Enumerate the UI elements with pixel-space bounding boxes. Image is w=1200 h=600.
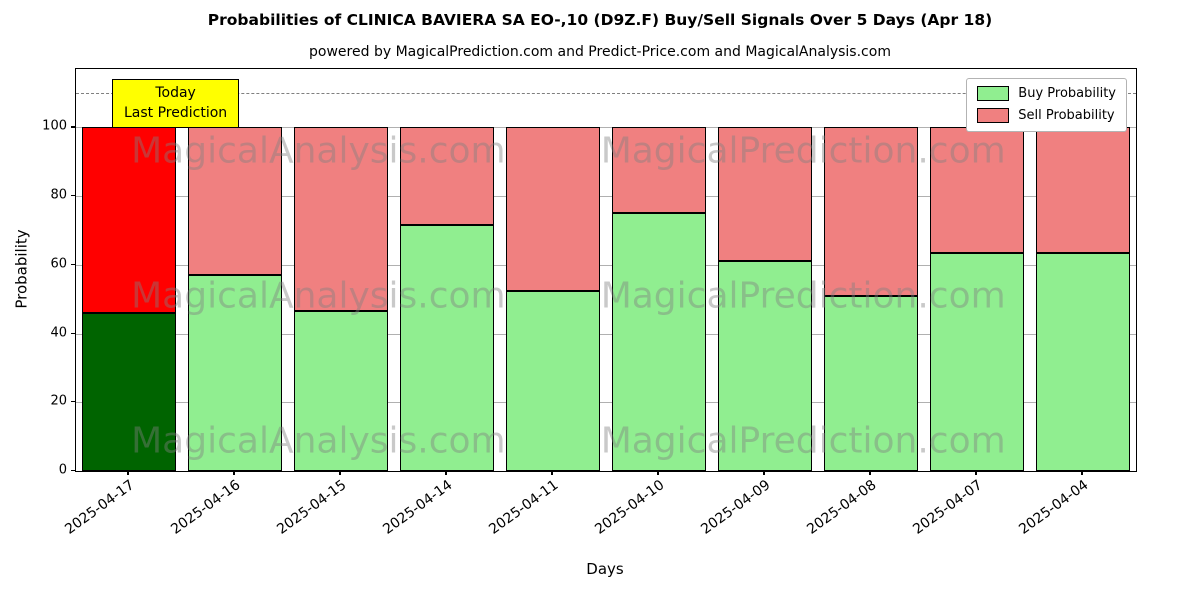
watermark-text: MagicalAnalysis.com bbox=[131, 275, 506, 317]
legend-swatch-sell-icon bbox=[977, 108, 1010, 123]
bar-segment-sell bbox=[717, 127, 813, 262]
bar-segment-sell bbox=[399, 127, 495, 226]
chart-subtitle: powered by MagicalPrediction.com and Pre… bbox=[309, 44, 891, 60]
gridline bbox=[76, 402, 1136, 404]
bar-segment-buy bbox=[717, 261, 813, 471]
threshold-dashed-line bbox=[76, 93, 1136, 95]
bar-segment-buy bbox=[293, 311, 389, 471]
bar-segment-sell bbox=[293, 127, 389, 312]
legend-swatch-buy-icon bbox=[977, 86, 1010, 101]
bar-segment-buy bbox=[823, 295, 919, 471]
y-tick-mark bbox=[71, 126, 75, 128]
watermark-text: MagicalPrediction.com bbox=[600, 130, 1006, 172]
y-tick-label: 60 bbox=[50, 256, 67, 272]
y-tick-mark bbox=[71, 263, 75, 266]
gridline bbox=[76, 264, 1136, 266]
legend-entry-sell: Sell Probability bbox=[977, 108, 1116, 123]
x-tick-label: 2025-04-04 bbox=[1016, 477, 1092, 538]
legend-entry-buy: Buy Probability bbox=[977, 86, 1116, 101]
y-tick-mark bbox=[71, 332, 75, 334]
x-tick-mark bbox=[127, 471, 129, 475]
legend: Buy Probability Sell Probability bbox=[966, 78, 1127, 132]
bar-segment-sell bbox=[187, 127, 283, 276]
y-tick-label: 20 bbox=[50, 393, 67, 409]
y-tick-label: 80 bbox=[50, 187, 67, 203]
annotation-line-2: Last Prediction bbox=[124, 105, 228, 122]
x-tick-mark bbox=[339, 471, 341, 475]
x-tick-mark bbox=[1081, 471, 1083, 475]
today-annotation: Today Last Prediction bbox=[112, 79, 240, 128]
watermark-text: MagicalPrediction.com bbox=[600, 420, 1006, 462]
plot-area: Today Last Prediction Buy Probability Se… bbox=[75, 68, 1137, 472]
bar-segment-sell bbox=[823, 127, 919, 296]
bar-segment-buy bbox=[399, 225, 495, 471]
x-tick-mark bbox=[657, 471, 659, 475]
x-tick-mark bbox=[763, 471, 765, 475]
gridline bbox=[76, 196, 1136, 198]
x-axis-label: Days bbox=[586, 560, 624, 578]
bar-segment-sell bbox=[929, 127, 1025, 253]
bar-segment-buy bbox=[81, 312, 177, 471]
bar-segment-sell bbox=[611, 127, 707, 214]
legend-label-sell: Sell Probability bbox=[1018, 108, 1115, 123]
bar-segment-buy bbox=[611, 213, 707, 471]
y-tick-mark bbox=[71, 195, 75, 197]
bar-segment-sell bbox=[81, 127, 177, 313]
y-tick-label: 0 bbox=[58, 462, 67, 478]
watermark-text: MagicalPrediction.com bbox=[600, 275, 1006, 317]
x-tick-mark bbox=[975, 471, 977, 475]
y-tick-label: 40 bbox=[50, 325, 67, 341]
bar-segment-buy bbox=[929, 252, 1025, 471]
annotation-line-1: Today bbox=[155, 85, 196, 101]
bar-segment-buy bbox=[1035, 252, 1131, 471]
chart-title: Probabilities of CLINICA BAVIERA SA EO-,… bbox=[207, 11, 993, 29]
bar-segment-buy bbox=[505, 290, 601, 471]
x-tick-mark bbox=[445, 471, 447, 475]
x-tick-mark bbox=[869, 471, 871, 475]
legend-label-buy: Buy Probability bbox=[1018, 86, 1116, 101]
watermark-text: MagicalAnalysis.com bbox=[131, 130, 506, 172]
y-tick-mark bbox=[71, 470, 75, 472]
gridline bbox=[76, 127, 1136, 129]
bar-segment-sell bbox=[1035, 127, 1131, 253]
gridline bbox=[76, 333, 1136, 335]
bar-segment-sell bbox=[505, 127, 601, 291]
x-tick-mark bbox=[551, 471, 553, 475]
watermark-text: MagicalAnalysis.com bbox=[131, 420, 506, 462]
x-tick-mark bbox=[233, 471, 235, 475]
y-tick-label: 100 bbox=[42, 118, 67, 134]
bar-segment-buy bbox=[187, 275, 283, 471]
y-tick-mark bbox=[71, 401, 75, 403]
